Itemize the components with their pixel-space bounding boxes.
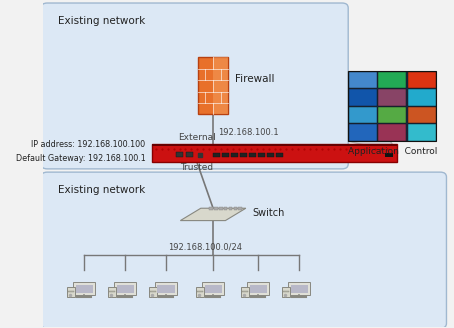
Bar [213,57,228,114]
Bar [67,287,75,297]
FancyBboxPatch shape [288,282,310,295]
Polygon shape [348,71,397,153]
FancyBboxPatch shape [247,282,269,295]
Bar [233,207,237,210]
Bar [176,152,183,157]
Bar [408,107,436,123]
Bar [276,153,283,157]
Bar [240,153,247,157]
Bar [349,124,377,141]
FancyBboxPatch shape [41,3,348,169]
Polygon shape [180,208,246,221]
Text: 192.168.100.1: 192.168.100.1 [218,128,279,137]
FancyBboxPatch shape [114,282,136,295]
Bar [229,207,232,210]
FancyBboxPatch shape [73,282,95,295]
Bar [158,284,175,294]
Bar [408,89,436,106]
Bar [68,291,74,292]
Bar [150,291,156,292]
Text: Existing network: Existing network [58,185,145,195]
Bar [196,287,204,297]
Bar [408,72,436,88]
Bar [238,207,242,210]
Bar [250,284,266,294]
Bar [205,284,222,294]
Bar [242,291,248,292]
Bar [282,287,290,297]
Bar [109,291,115,292]
Bar [378,89,406,106]
Bar [108,287,116,297]
Text: Application  Control: Application Control [347,147,437,156]
Bar [231,153,237,157]
Bar [378,107,406,123]
Bar [197,291,203,292]
Bar [249,153,256,157]
FancyBboxPatch shape [202,282,224,295]
Bar [149,287,157,297]
Bar [209,207,212,210]
Text: Trusted: Trusted [180,163,213,172]
Bar [152,144,397,162]
Bar [213,153,220,157]
Text: 192.168.100.0/24: 192.168.100.0/24 [168,243,242,252]
Bar [258,153,265,157]
Bar [283,291,289,292]
Bar [349,72,377,88]
FancyBboxPatch shape [41,172,446,328]
Bar [267,153,274,157]
FancyBboxPatch shape [155,282,177,295]
Bar [385,153,393,157]
Bar [349,89,377,106]
Text: IP address: 192.168.100.100: IP address: 192.168.100.100 [31,140,146,149]
Text: Default Gateway: 192.168.100.1: Default Gateway: 192.168.100.1 [16,154,146,163]
Bar [198,57,228,114]
Text: Existing network: Existing network [58,16,145,26]
Bar [241,287,249,297]
Bar [378,72,406,88]
Bar [291,284,308,294]
Bar [378,124,406,141]
Text: Firewall: Firewall [235,74,274,84]
Bar [214,207,217,210]
Bar [117,284,133,294]
Bar [152,144,397,146]
Bar [222,153,229,157]
Bar [187,152,193,157]
Bar [348,71,436,141]
Text: Switch: Switch [252,208,284,218]
Bar [75,284,93,294]
Text: External: External [178,133,216,142]
Bar [219,207,222,210]
Bar [224,207,227,210]
Bar [408,124,436,141]
Bar [349,107,377,123]
